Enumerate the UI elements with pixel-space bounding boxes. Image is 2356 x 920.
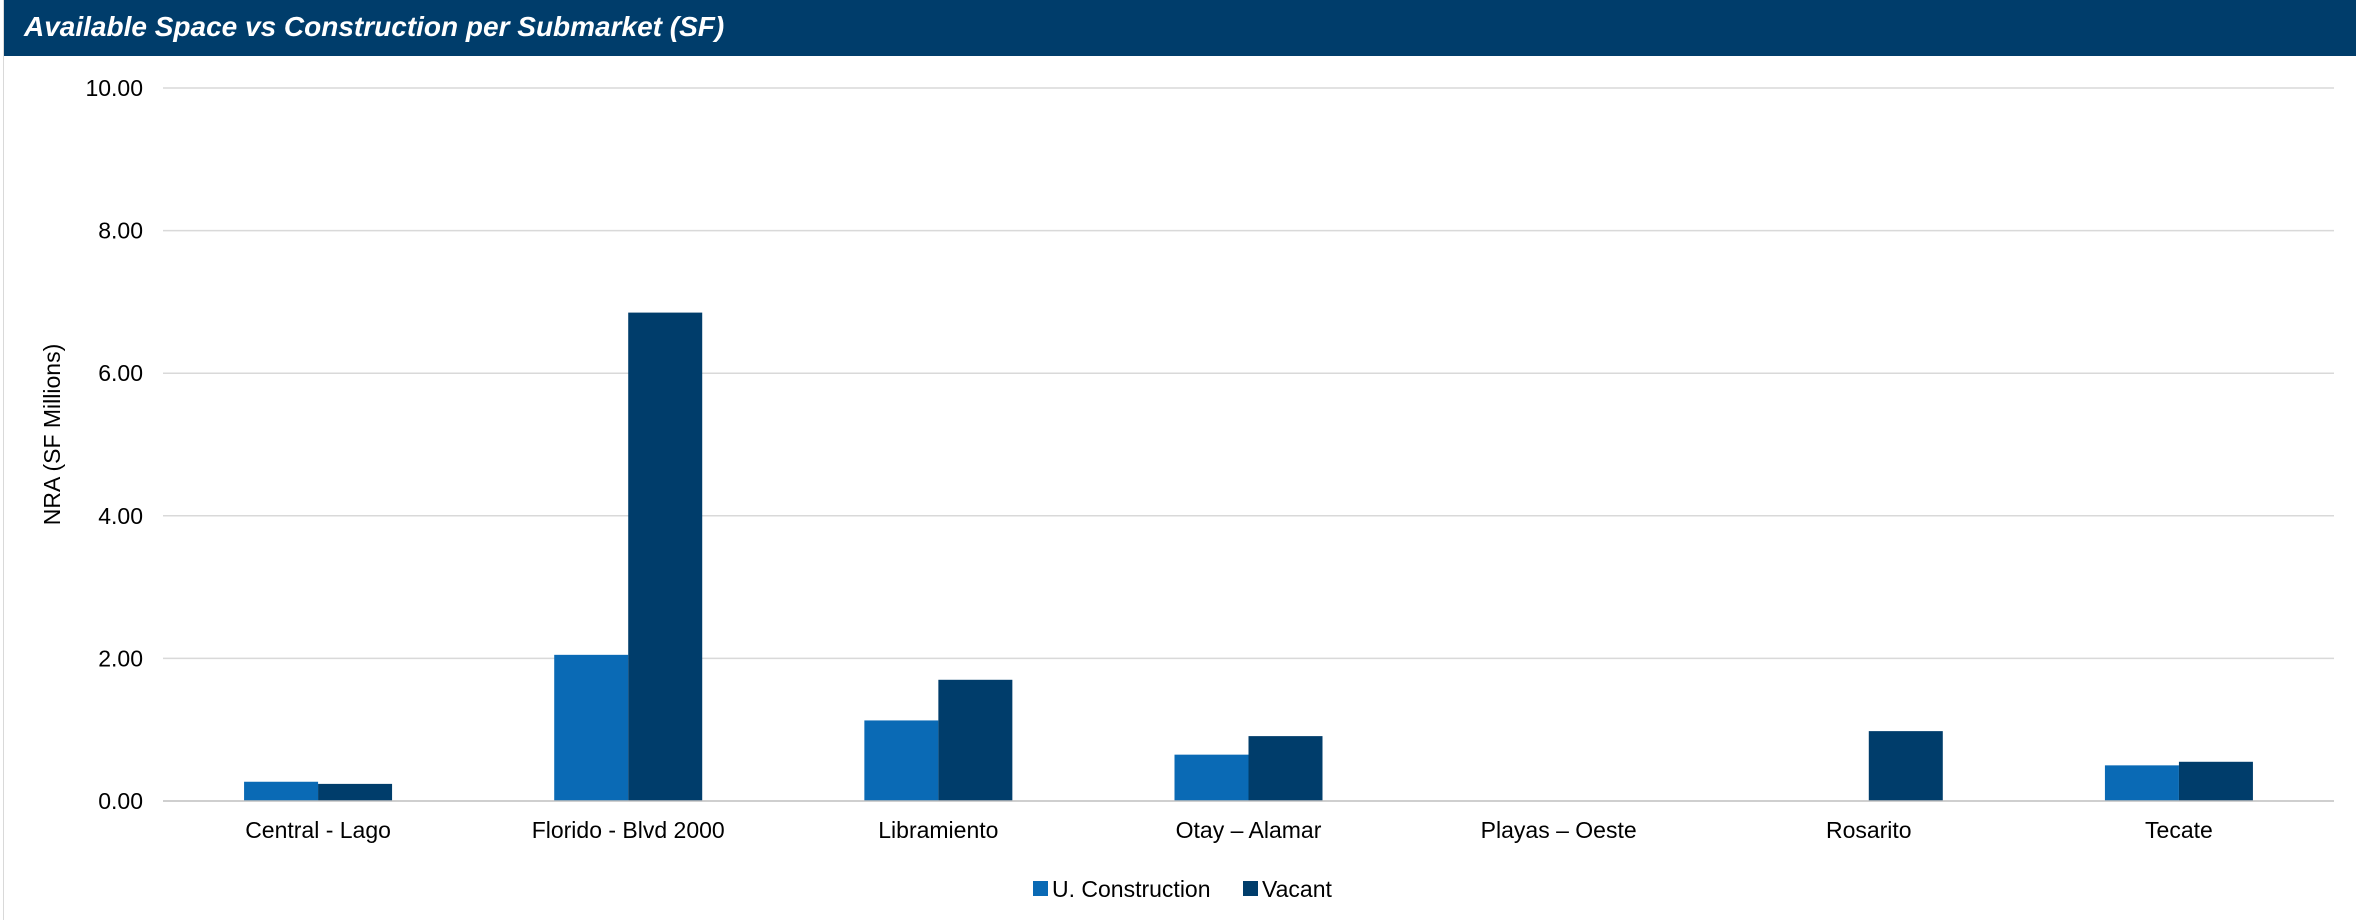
bar [628,312,703,801]
bar [1248,736,1323,801]
bar [2104,765,2179,801]
x-tick-label: Tecate [2145,817,2213,843]
y-axis-ticks: 0.00 2.00 4.00 6.00 8.00 10.00 [85,75,143,814]
legend: U. Construction Vacant [1033,876,1333,902]
y-axis-title: NRA (SF Millions) [39,344,65,525]
x-tick-label: Libramiento [878,817,998,843]
bar [318,783,393,801]
chart-title: Available Space vs Construction per Subm… [24,11,725,42]
y-tick-label: 8.00 [98,218,143,244]
bar [2178,761,2253,801]
legend-swatch [1243,881,1258,896]
bar [938,679,1013,801]
bar [1868,731,1943,801]
bar [864,720,939,801]
bar [1174,754,1249,801]
x-tick-label: Central - Lago [245,817,391,843]
x-tick-label: Rosarito [1826,817,1912,843]
y-tick-label: 6.00 [98,360,143,386]
y-tick-label: 10.00 [85,75,143,101]
x-tick-label: Otay – Alamar [1176,817,1322,843]
y-tick-label: 0.00 [98,788,143,814]
y-tick-label: 4.00 [98,503,143,529]
x-tick-label: Playas – Oeste [1481,817,1637,843]
legend-swatch [1033,881,1048,896]
bar [554,654,629,801]
title-bar: Available Space vs Construction per Subm… [4,0,2356,56]
x-axis-ticks: Central - Lago Florido - Blvd 2000 Librami… [245,817,2213,843]
legend-label: U. Construction [1052,876,1211,902]
x-tick-label: Florido - Blvd 2000 [532,817,725,843]
bars [244,312,2253,801]
y-tick-label: 2.00 [98,645,143,671]
bar [244,781,319,801]
gridlines [163,87,2334,660]
legend-label: Vacant [1262,876,1333,902]
